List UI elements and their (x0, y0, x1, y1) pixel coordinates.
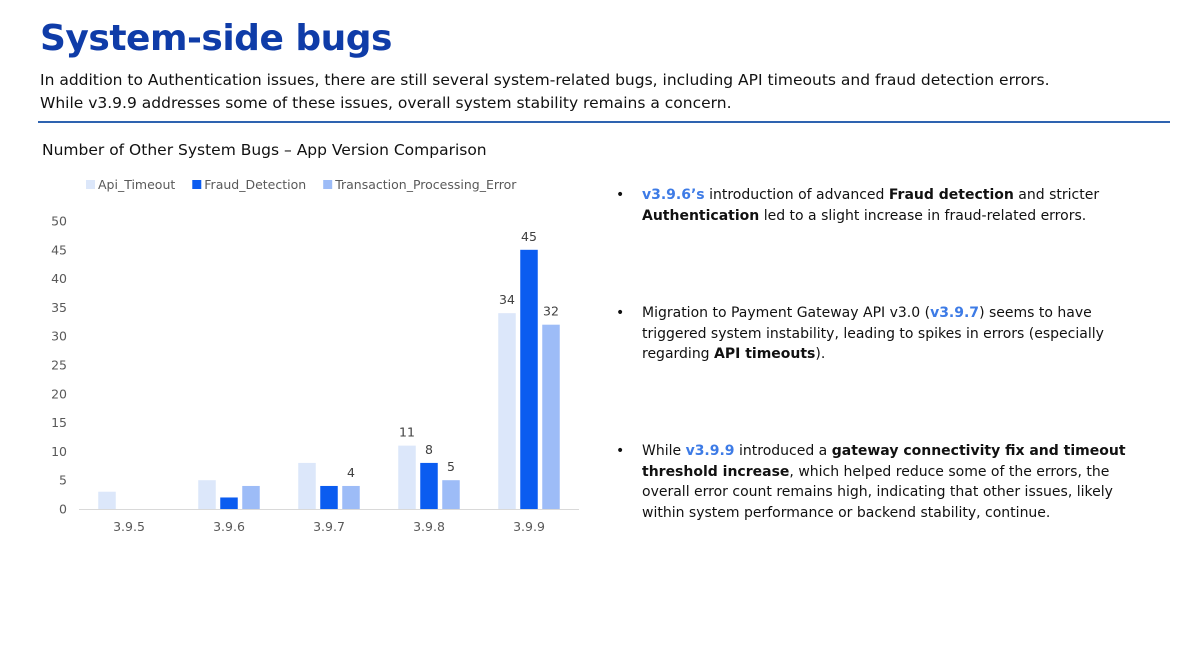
y-tick-label: 15 (51, 415, 67, 430)
bar-fraud-detection (320, 485, 338, 509)
data-label: 8 (425, 442, 433, 457)
bar-api-timeout (198, 480, 216, 509)
bar-transaction-processing-error (242, 485, 260, 509)
text-segment: While (642, 443, 686, 459)
legend-label: Transaction_Processing_Error (334, 177, 517, 192)
text-segment: led to a slight increase in fraud-relate… (759, 207, 1087, 224)
version-highlight: v3.9.7 (930, 305, 980, 321)
header-divider (38, 121, 1170, 123)
text-segment: introduced a (734, 443, 832, 459)
bar-chart: Api_Timeout Fraud_Detection Transaction_Pr… (51, 177, 579, 534)
bar-api-timeout (398, 445, 416, 509)
data-label: 5 (447, 459, 455, 474)
subtitle-line-2: While v3.9.9 addresses some of these iss… (40, 94, 732, 112)
y-tick-label: 50 (51, 214, 67, 229)
legend-swatch (86, 180, 95, 189)
y-tick-label: 5 (59, 473, 67, 488)
bar-transaction-processing-error (442, 480, 460, 509)
bar-transaction-processing-error (542, 324, 560, 509)
bullet-marker: • (616, 443, 625, 459)
y-tick-label: 25 (51, 358, 67, 373)
bold-text: API timeouts (714, 346, 816, 362)
data-label: 45 (521, 229, 537, 244)
y-tick-label: 10 (51, 444, 67, 459)
text-segment: ) seems to have triggered system instabi… (642, 305, 1104, 362)
bar-api-timeout (98, 491, 116, 509)
bar-api-timeout (498, 313, 516, 509)
legend-label: Api_Timeout (98, 177, 175, 192)
x-tick-label: 3.9.9 (513, 519, 545, 534)
legend-label: Fraud_Detection (204, 177, 306, 192)
data-label: 32 (543, 304, 559, 319)
data-label: 34 (499, 292, 515, 307)
bar-fraud-detection (220, 497, 238, 509)
bar-api-timeout (298, 462, 316, 509)
data-label: 4 (347, 465, 355, 480)
bar-fraud-detection (520, 249, 538, 510)
page-subtitle: In addition to Authentication issues, th… (40, 69, 1170, 115)
bullet-marker: • (616, 305, 625, 321)
version-highlight: v3.9.6’s (642, 187, 705, 203)
x-tick-label: 3.9.6 (213, 519, 245, 534)
y-tick-label: 0 (59, 502, 67, 517)
y-tick-label: 30 (51, 329, 67, 344)
text-segment: Migration to Payment Gateway API v3.0 ( (642, 305, 931, 321)
y-tick-label: 35 (51, 300, 67, 315)
insight-text: While v3.9.9 introduced a gateway connec… (642, 441, 1157, 523)
y-tick-label: 40 (51, 271, 67, 286)
x-tick-label: 3.9.5 (113, 519, 145, 534)
text-segment: and stricter (1013, 187, 1100, 203)
text-segment: , which helped reduce some of the errors… (642, 463, 1113, 521)
y-tick-label: 20 (51, 386, 67, 401)
chart-title: Number of Other System Bugs – App Versio… (42, 141, 487, 159)
x-tick-label: 3.9.7 (313, 519, 345, 534)
bold-text: Fraud detection (888, 187, 1014, 203)
bullet-marker: • (616, 187, 625, 203)
x-tick-label: 3.9.8 (413, 519, 445, 534)
data-label: 11 (399, 425, 415, 440)
insight-text: v3.9.6’s introduction of advanced Fraud … (642, 185, 1157, 226)
bold-text: gateway connectivity fix and timeout thr… (642, 443, 1126, 480)
bar-fraud-detection (420, 462, 438, 509)
bar-transaction-processing-error (342, 485, 360, 509)
y-tick-label: 45 (51, 242, 67, 257)
insight-text: Migration to Payment Gateway API v3.0 (v… (642, 303, 1157, 365)
text-segment: introduction of advanced (704, 187, 889, 203)
page-title: System-side bugs (40, 18, 392, 59)
bold-text: Authentication (642, 207, 760, 224)
legend-swatch (192, 180, 202, 189)
subtitle-line-1: In addition to Authentication issues, th… (40, 71, 1050, 89)
legend-swatch (323, 180, 333, 189)
text-segment: ). (815, 346, 826, 362)
version-highlight: v3.9.9 (685, 443, 735, 459)
